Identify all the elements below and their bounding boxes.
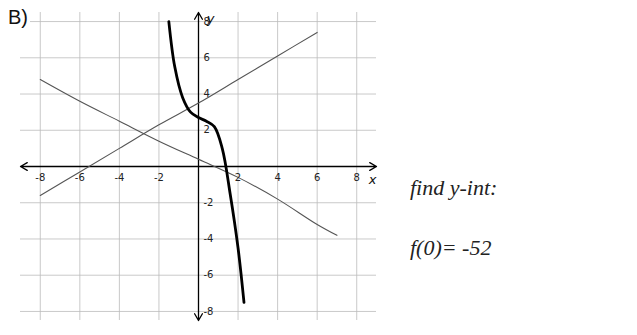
html-text:B): B) [8, 6, 28, 28]
svg-text:-6: -6 [75, 172, 85, 183]
html-text:find y-int:: find y-int: [410, 175, 498, 200]
svg-text:8: 8 [354, 172, 360, 183]
svg-text:-8: -8 [204, 306, 214, 317]
svg-text:-2: -2 [154, 172, 164, 183]
svg-text:-4: -4 [114, 172, 124, 183]
svg-text:4: 4 [274, 172, 280, 183]
svg-text:-4: -4 [204, 233, 214, 244]
html-text:f(0)= -52: f(0)= -52 [410, 235, 492, 260]
svg-text:4: 4 [204, 88, 210, 99]
svg-text:-2: -2 [204, 197, 214, 208]
svg-text:x: x [368, 172, 377, 187]
svg-text:y: y [206, 11, 215, 26]
svg-text:-6: -6 [204, 269, 214, 280]
svg-text:-8: -8 [35, 172, 45, 183]
svg-text:6: 6 [204, 52, 210, 63]
svg-text:2: 2 [204, 124, 210, 135]
svg-text:6: 6 [314, 172, 320, 183]
svg-text:2: 2 [235, 172, 241, 183]
